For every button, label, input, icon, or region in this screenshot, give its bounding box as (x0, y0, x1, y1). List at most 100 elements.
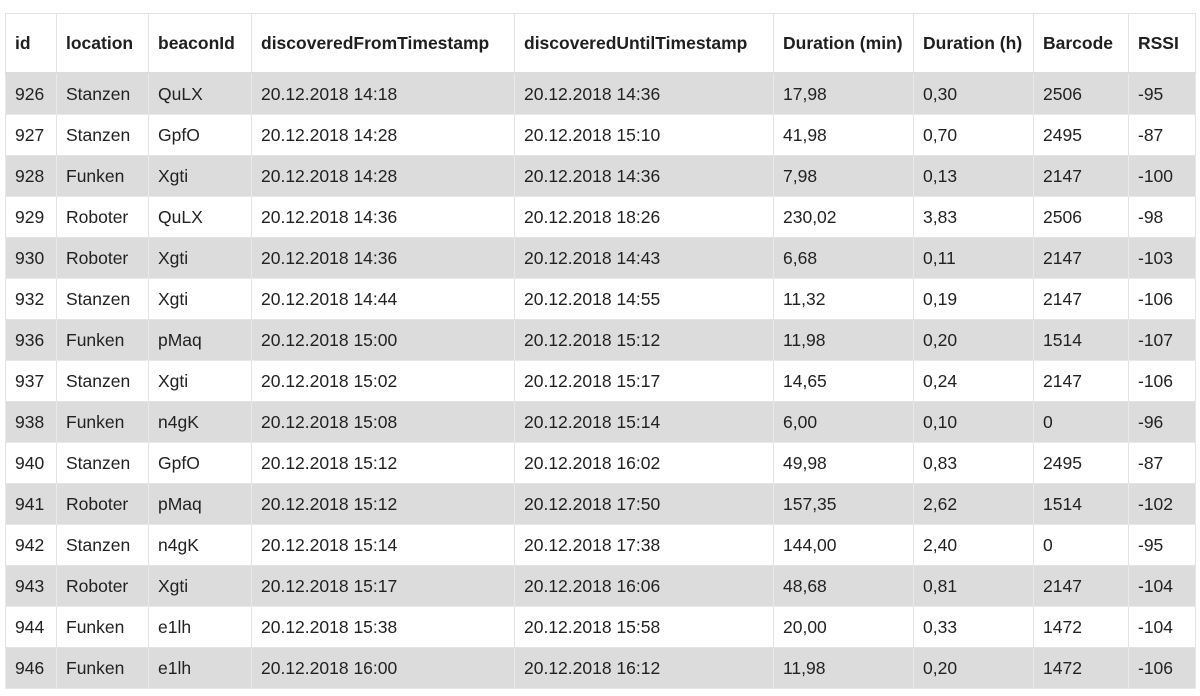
cell-location: Stanzen (56, 442, 149, 484)
table-row[interactable]: 927 Stanzen GpfO 20.12.2018 14:28 20.12.2018… (5, 114, 1196, 156)
cell-beacon-id: Xgti (148, 155, 252, 197)
table-row[interactable]: 941 Roboter pMaq 20.12.2018 15:12 20.12.2018… (5, 483, 1196, 525)
cell-location: Stanzen (56, 114, 149, 156)
cell-rssi: -104 (1128, 565, 1196, 607)
cell-rssi: -98 (1128, 196, 1196, 238)
cell-beacon-id: pMaq (148, 319, 252, 361)
cell-duration-min: 11,32 (773, 278, 914, 320)
cell-beacon-id: Xgti (148, 237, 252, 279)
table-row[interactable]: 944 Funken e1lh 20.12.2018 15:38 20.12.2018 … (5, 606, 1196, 648)
cell-id: 930 (5, 237, 57, 279)
column-header-beaconid[interactable]: beaconId (148, 13, 252, 74)
table-row[interactable]: 926 Stanzen QuLX 20.12.2018 14:18 20.12.2018… (5, 72, 1196, 115)
cell-beacon-id: Xgti (148, 565, 252, 607)
cell-beacon-id: n4gK (148, 401, 252, 443)
cell-id: 942 (5, 524, 57, 566)
cell-rssi: -95 (1128, 72, 1196, 115)
cell-discovered-from: 20.12.2018 15:00 (251, 319, 515, 361)
cell-duration-h: 0,83 (913, 442, 1034, 484)
cell-location: Roboter (56, 565, 149, 607)
cell-location: Funken (56, 155, 149, 197)
table-row[interactable]: 928 Funken Xgti 20.12.2018 14:28 20.12.2018 … (5, 155, 1196, 197)
cell-discovered-until: 20.12.2018 14:55 (514, 278, 774, 320)
cell-location: Funken (56, 647, 149, 689)
cell-duration-min: 11,98 (773, 647, 914, 689)
data-table-container: id location beaconId discoveredFromTimes… (5, 13, 1196, 689)
cell-discovered-from: 20.12.2018 14:44 (251, 278, 515, 320)
column-header-barcode[interactable]: Barcode (1033, 13, 1129, 74)
cell-barcode: 2147 (1033, 278, 1129, 320)
column-header-location[interactable]: location (56, 13, 149, 74)
cell-beacon-id: pMaq (148, 483, 252, 525)
cell-duration-min: 230,02 (773, 196, 914, 238)
cell-duration-h: 0,19 (913, 278, 1034, 320)
table-row[interactable]: 940 Stanzen GpfO 20.12.2018 15:12 20.12.2018… (5, 442, 1196, 484)
cell-discovered-until: 20.12.2018 17:38 (514, 524, 774, 566)
cell-barcode: 2506 (1033, 72, 1129, 115)
cell-location: Stanzen (56, 278, 149, 320)
cell-barcode: 1514 (1033, 483, 1129, 525)
cell-duration-h: 0,11 (913, 237, 1034, 279)
cell-duration-min: 7,98 (773, 155, 914, 197)
cell-duration-min: 144,00 (773, 524, 914, 566)
cell-discovered-until: 20.12.2018 18:26 (514, 196, 774, 238)
cell-location: Funken (56, 401, 149, 443)
cell-barcode: 2147 (1033, 237, 1129, 279)
cell-id: 944 (5, 606, 57, 648)
cell-barcode: 0 (1033, 524, 1129, 566)
cell-discovered-from: 20.12.2018 14:28 (251, 155, 515, 197)
cell-duration-min: 41,98 (773, 114, 914, 156)
cell-discovered-until: 20.12.2018 17:50 (514, 483, 774, 525)
table-row[interactable]: 942 Stanzen n4gK 20.12.2018 15:14 20.12.2018… (5, 524, 1196, 566)
cell-discovered-from: 20.12.2018 15:12 (251, 442, 515, 484)
table-row[interactable]: 929 Roboter QuLX 20.12.2018 14:36 20.12.2018… (5, 196, 1196, 238)
table-row[interactable]: 936 Funken pMaq 20.12.2018 15:00 20.12.2018 … (5, 319, 1196, 361)
cell-duration-h: 2,62 (913, 483, 1034, 525)
cell-duration-min: 6,68 (773, 237, 914, 279)
column-header-duration-min[interactable]: Duration (min) (773, 13, 914, 74)
cell-location: Funken (56, 606, 149, 648)
cell-rssi: -103 (1128, 237, 1196, 279)
column-header-discovered-until[interactable]: discoveredUntilTimestamp (514, 13, 774, 74)
cell-duration-min: 17,98 (773, 72, 914, 115)
cell-location: Roboter (56, 237, 149, 279)
cell-id: 926 (5, 72, 57, 115)
cell-duration-h: 0,24 (913, 360, 1034, 402)
cell-rssi: -87 (1128, 114, 1196, 156)
cell-discovered-until: 20.12.2018 15:17 (514, 360, 774, 402)
cell-beacon-id: Xgti (148, 278, 252, 320)
cell-duration-min: 48,68 (773, 565, 914, 607)
cell-id: 927 (5, 114, 57, 156)
column-header-discovered-from[interactable]: discoveredFromTimestamp (251, 13, 515, 74)
cell-barcode: 2506 (1033, 196, 1129, 238)
cell-rssi: -106 (1128, 647, 1196, 689)
table-row[interactable]: 938 Funken n4gK 20.12.2018 15:08 20.12.2018 … (5, 401, 1196, 443)
cell-location: Stanzen (56, 72, 149, 115)
column-header-rssi[interactable]: RSSI (1128, 13, 1196, 74)
column-header-id[interactable]: id (5, 13, 57, 74)
cell-discovered-until: 20.12.2018 15:14 (514, 401, 774, 443)
cell-barcode: 0 (1033, 401, 1129, 443)
cell-id: 936 (5, 319, 57, 361)
cell-beacon-id: n4gK (148, 524, 252, 566)
table-row[interactable]: 932 Stanzen Xgti 20.12.2018 14:44 20.12.2018… (5, 278, 1196, 320)
cell-barcode: 2495 (1033, 114, 1129, 156)
cell-barcode: 2147 (1033, 155, 1129, 197)
cell-location: Stanzen (56, 524, 149, 566)
cell-duration-h: 0,70 (913, 114, 1034, 156)
cell-discovered-from: 20.12.2018 15:14 (251, 524, 515, 566)
cell-id: 941 (5, 483, 57, 525)
table-row[interactable]: 930 Roboter Xgti 20.12.2018 14:36 20.12.2018… (5, 237, 1196, 279)
cell-location: Roboter (56, 196, 149, 238)
cell-discovered-from: 20.12.2018 15:08 (251, 401, 515, 443)
table-row[interactable]: 946 Funken e1lh 20.12.2018 16:00 20.12.2018 … (5, 647, 1196, 689)
cell-barcode: 2495 (1033, 442, 1129, 484)
table-row[interactable]: 943 Roboter Xgti 20.12.2018 15:17 20.12.2018… (5, 565, 1196, 607)
cell-discovered-until: 20.12.2018 15:10 (514, 114, 774, 156)
cell-id: 929 (5, 196, 57, 238)
column-header-duration-h[interactable]: Duration (h) (913, 13, 1034, 74)
cell-duration-min: 157,35 (773, 483, 914, 525)
table-row[interactable]: 937 Stanzen Xgti 20.12.2018 15:02 20.12.2018… (5, 360, 1196, 402)
cell-duration-h: 0,10 (913, 401, 1034, 443)
cell-discovered-from: 20.12.2018 15:38 (251, 606, 515, 648)
